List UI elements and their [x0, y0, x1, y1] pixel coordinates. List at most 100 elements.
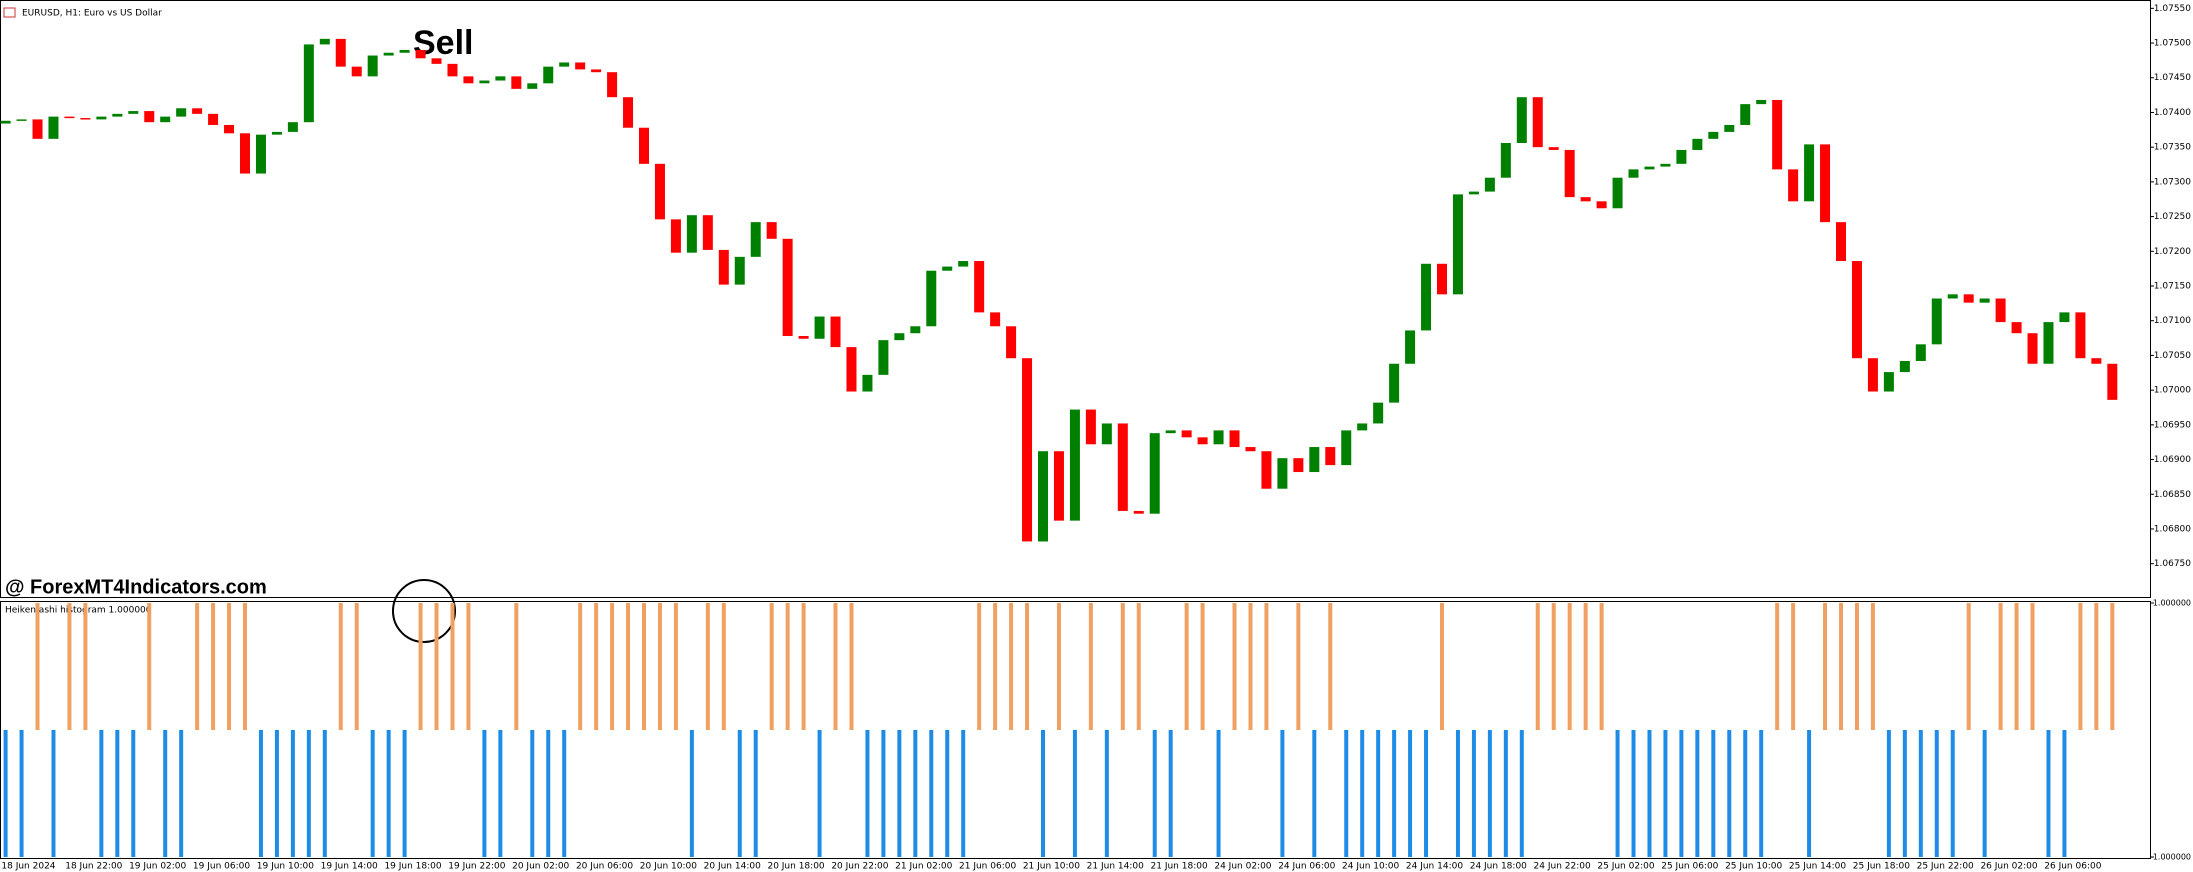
candle — [798, 335, 809, 339]
candle — [1820, 144, 1831, 223]
histogram-bar — [1376, 730, 1381, 857]
candle — [1564, 149, 1575, 198]
candle — [1596, 201, 1607, 209]
histogram-bar — [865, 730, 870, 857]
indicator-title: Heiken ashi histogram 1.000000 — [5, 606, 152, 616]
histogram-bar — [434, 603, 439, 730]
x-tick-label: 19 Jun 02:00 — [129, 862, 186, 872]
candle — [1468, 191, 1479, 195]
histogram-bar — [705, 603, 710, 730]
histogram-bar — [1424, 730, 1429, 857]
histogram-bar — [1009, 603, 1014, 730]
candle — [64, 116, 75, 119]
candle — [1804, 144, 1815, 202]
histogram-bar — [386, 730, 391, 857]
candle — [1484, 177, 1495, 192]
histogram-bar — [993, 603, 998, 730]
histogram-bar — [1854, 603, 1859, 730]
histogram-bar — [1759, 730, 1764, 857]
candle — [1101, 423, 1112, 445]
y-tick-label: 1.07100 — [2154, 316, 2191, 326]
candle — [1851, 261, 1862, 359]
histogram-bar — [1360, 730, 1365, 857]
histogram-bar — [1264, 603, 1269, 730]
histogram-bar — [450, 603, 455, 730]
candle — [112, 113, 123, 117]
candle — [559, 62, 570, 67]
histogram-bar — [769, 603, 774, 730]
candle — [1963, 294, 1974, 303]
candle — [543, 66, 554, 84]
candle — [702, 215, 713, 250]
candle — [926, 270, 937, 327]
candle — [1325, 447, 1336, 466]
x-tick-label: 25 Jun 18:00 — [1853, 862, 1910, 872]
candle — [1149, 433, 1160, 514]
histogram-bar — [163, 730, 168, 857]
candle — [176, 108, 187, 117]
candle — [303, 44, 314, 123]
histogram-bar — [35, 603, 40, 730]
y-tick-label: 1.07250 — [2154, 212, 2191, 222]
candle — [527, 83, 538, 89]
y-tick-label: 1.06900 — [2154, 455, 2191, 465]
symbol-icon — [3, 7, 16, 18]
candle — [208, 113, 219, 125]
candle — [1516, 97, 1527, 144]
indicator-panel-frame — [0, 601, 2151, 859]
y-tick-label: 1.07400 — [2154, 108, 2191, 118]
candle — [511, 76, 522, 89]
candle — [750, 222, 761, 257]
histogram-bar — [370, 730, 375, 857]
histogram-bar — [721, 603, 726, 730]
candle — [495, 76, 506, 81]
candle — [718, 249, 729, 285]
y-tick-label: 1.06800 — [2154, 524, 2191, 534]
histogram-bar — [1104, 730, 1109, 857]
histogram-bar — [179, 730, 184, 857]
candle — [415, 49, 426, 59]
histogram-bar — [689, 730, 694, 857]
histogram-bar — [2014, 603, 2019, 730]
candle — [224, 124, 235, 134]
histogram-bar — [322, 730, 327, 857]
candle — [1708, 131, 1719, 139]
candle — [670, 219, 681, 253]
candle — [639, 127, 649, 164]
candle — [1452, 194, 1463, 295]
x-tick-label: 25 Jun 14:00 — [1789, 862, 1846, 872]
y-tick-label: 1.07450 — [2154, 73, 2191, 83]
candle — [1548, 147, 1559, 150]
candle — [1612, 177, 1623, 209]
candle — [351, 66, 362, 77]
histogram-bar — [1902, 730, 1907, 857]
candle — [128, 111, 139, 114]
histogram-bar — [1615, 730, 1620, 857]
histogram-bar — [1280, 730, 1285, 857]
x-tick-label: 21 Jun 02:00 — [895, 862, 952, 872]
candle — [48, 116, 59, 139]
histogram-bar — [1519, 730, 1524, 857]
histogram-bar — [945, 730, 950, 857]
histogram-bar — [785, 603, 790, 730]
histogram-bar — [1535, 603, 1540, 730]
y-tick-label: 1.07500 — [2154, 39, 2191, 49]
watermark: @ ForexMT4Indicators.com — [5, 576, 267, 598]
candle — [1117, 423, 1128, 511]
candle — [463, 76, 474, 84]
histogram-bar — [1487, 730, 1492, 857]
x-tick-label: 18 Jun 2024 — [1, 862, 55, 872]
x-tick-label: 24 Jun 22:00 — [1534, 862, 1591, 872]
x-tick-label: 24 Jun 14:00 — [1406, 862, 1463, 872]
histogram-bar — [1344, 730, 1349, 857]
candle — [255, 134, 266, 174]
candle — [1915, 344, 1926, 361]
y-tick-label: 1.07300 — [2154, 177, 2191, 187]
histogram-bar — [1950, 730, 1955, 857]
histogram-bar — [881, 730, 886, 857]
candle — [399, 49, 410, 53]
candle — [383, 52, 394, 56]
histogram-bar — [1503, 730, 1508, 857]
histogram-bar — [1839, 603, 1843, 730]
histogram-bar — [849, 603, 854, 730]
